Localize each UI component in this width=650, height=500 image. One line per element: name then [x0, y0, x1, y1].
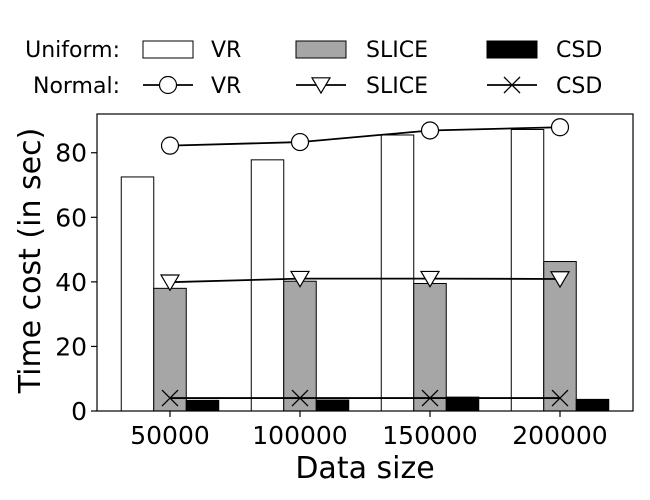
legend-label-vr: VR: [211, 74, 241, 99]
legend: Uniform: Normal: VR SLICE CSD VR SLICE CSD: [25, 38, 602, 99]
x-tick-label: 150000: [382, 421, 477, 450]
x-tick-label: 100000: [252, 421, 347, 450]
y-tick-label: 60: [55, 203, 87, 232]
marker-vr-100000: [290, 132, 310, 152]
bar-vr-50000: [120, 176, 155, 412]
line-slice: [169, 277, 561, 284]
x-axis-label: Data size: [295, 451, 434, 486]
bar-csd-100000: [315, 399, 350, 412]
legend-marker-vr: [158, 75, 178, 95]
legend-line-csd: [487, 76, 537, 94]
legend-row-label: Uniform:: [25, 38, 120, 63]
marker-vr-200000: [550, 118, 570, 137]
legend-swatch-csd: [486, 40, 538, 59]
bar-csd-50000: [185, 399, 220, 412]
plot-frame: [96, 113, 634, 412]
bar-csd-150000: [445, 396, 480, 412]
legend-label-csd: CSD: [556, 38, 602, 63]
y-tick-label: 0: [71, 397, 87, 426]
legend-swatch-vr: [142, 40, 194, 59]
legend-label-slice: SLICE: [366, 38, 428, 63]
y-tick-label: 80: [55, 139, 87, 168]
legend-swatch-slice: [295, 40, 347, 59]
y-tick-label: 40: [55, 268, 87, 297]
bar-csd-200000: [575, 398, 610, 412]
marker-slice-100000: [289, 270, 311, 288]
legend-label-vr: VR: [211, 38, 241, 63]
bar-vr-200000: [510, 128, 545, 412]
marker-vr-150000: [420, 121, 440, 140]
x-tick-label: 200000: [512, 421, 607, 450]
bar-vr-100000: [250, 159, 285, 412]
bar-slice-150000: [413, 282, 447, 412]
legend-label-csd: CSD: [556, 74, 602, 99]
bar-slice-50000: [153, 287, 187, 412]
legend-line-slice: [296, 77, 346, 95]
bar-vr-150000: [380, 134, 415, 412]
marker-slice-50000: [159, 274, 181, 292]
marker-csd-50000: [161, 389, 179, 407]
marker-csd-100000: [291, 389, 309, 407]
legend-line-vr: [143, 75, 193, 95]
marker-csd-200000: [551, 389, 569, 407]
axes: 0 20 40 60 80 50000 100000 150000 200000 Data siz…: [13, 113, 634, 486]
series-lines: [159, 118, 571, 407]
legend-row-label: Normal:: [33, 74, 120, 99]
x-tick-label: 50000: [130, 421, 210, 450]
legend-marker-slice: [310, 77, 332, 95]
y-axis-label: Time cost (in sec): [13, 128, 48, 395]
legend-marker-csd: [503, 76, 521, 94]
legend-label-slice: SLICE: [366, 74, 428, 99]
bar-slice-100000: [283, 280, 317, 412]
bars: [120, 128, 610, 412]
marker-csd-150000: [421, 389, 439, 407]
marker-slice-200000: [549, 271, 571, 289]
marker-slice-150000: [419, 270, 441, 288]
y-tick-label: 20: [55, 332, 87, 361]
line-vr: [169, 126, 561, 147]
marker-vr-50000: [160, 136, 180, 155]
